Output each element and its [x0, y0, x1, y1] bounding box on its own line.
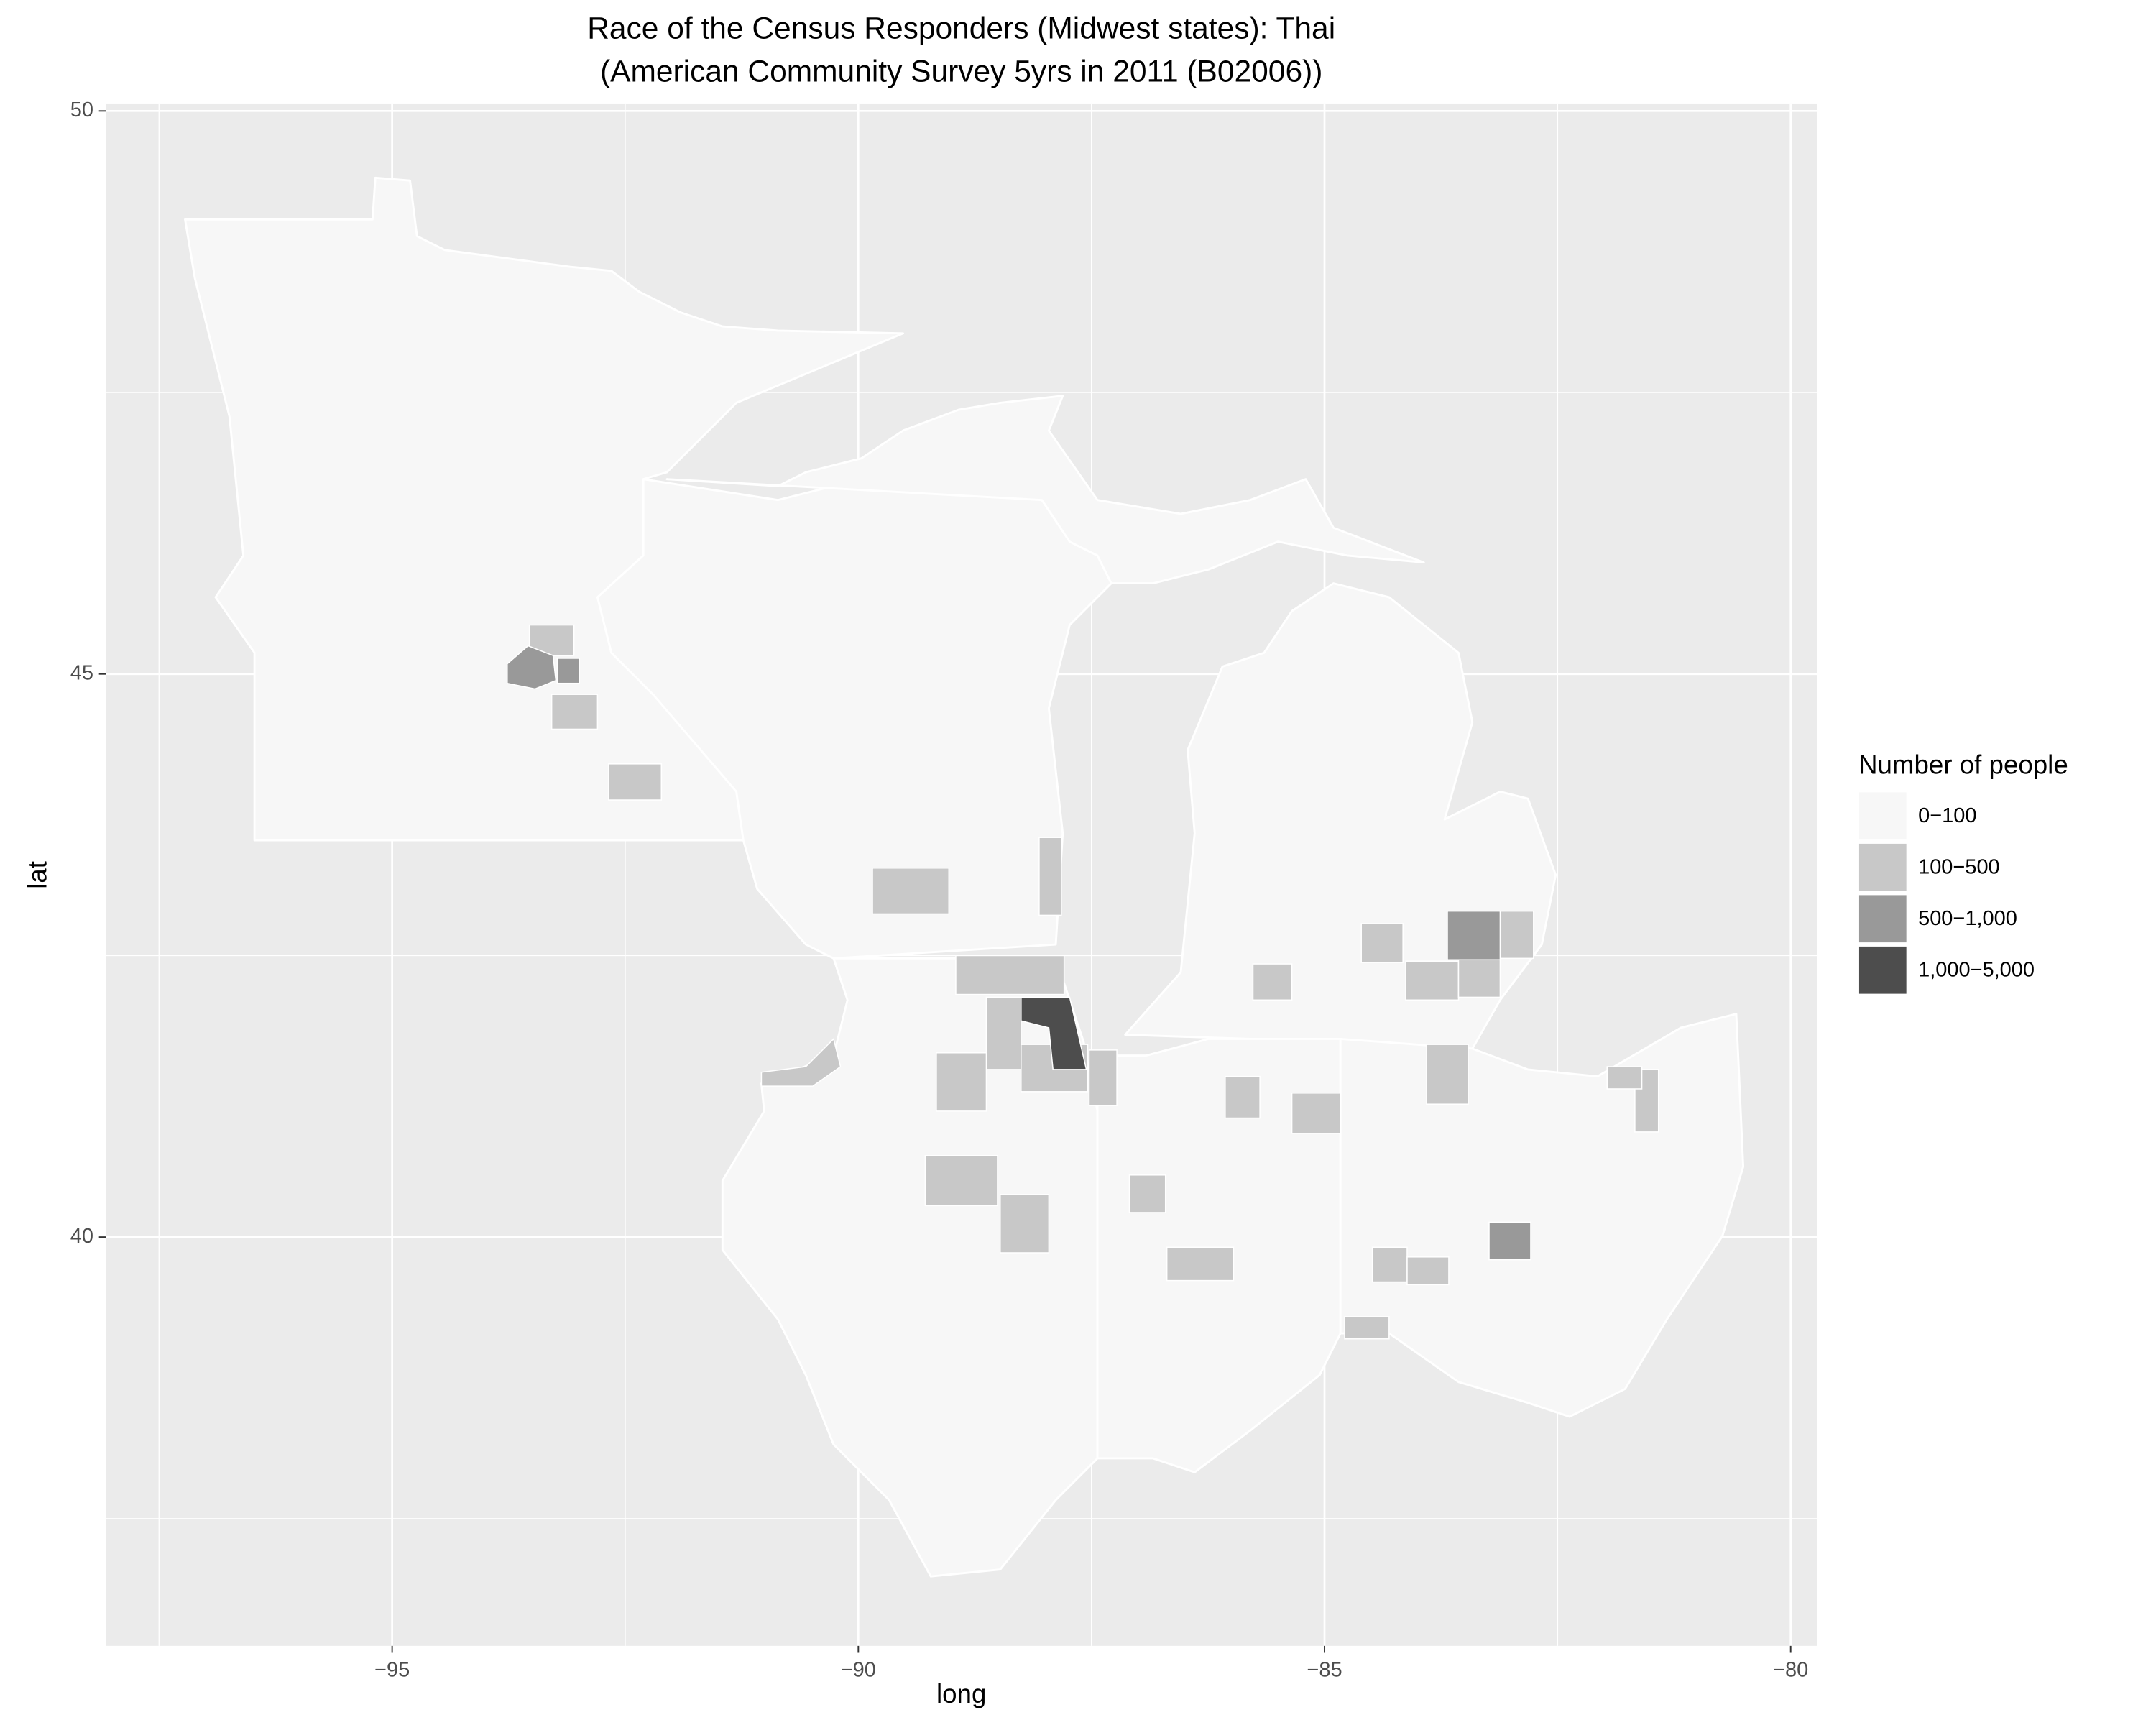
county [1225, 1075, 1261, 1119]
county [936, 1052, 987, 1112]
y-tick-label: 40 [70, 1225, 93, 1248]
legend-label: 500−1,000 [1918, 907, 2017, 930]
county [1447, 910, 1501, 961]
x-tick-label: −80 [1773, 1658, 1808, 1681]
county [1405, 960, 1460, 1001]
x-tick-label: −90 [841, 1658, 876, 1681]
county [1166, 1246, 1235, 1282]
county [872, 867, 950, 915]
county [1606, 1066, 1643, 1090]
legend-key [1858, 944, 1908, 995]
county [1088, 1049, 1118, 1106]
x-tick-label: −95 [374, 1658, 410, 1681]
state-michigan-upper [665, 395, 1425, 585]
county [1488, 1221, 1531, 1261]
legend-title: Number of people [1858, 750, 2068, 779]
county [1499, 910, 1534, 960]
county [1128, 1174, 1166, 1213]
county [985, 996, 1022, 1070]
axes: −95 −90 −85 −80 40 45 50 [70, 98, 1809, 1681]
legend-key [1858, 893, 1908, 944]
county [608, 763, 663, 801]
county [1252, 963, 1293, 1001]
county [760, 1037, 842, 1087]
county [1344, 1316, 1390, 1340]
county [507, 645, 557, 690]
legend: Number of people 0−100 100−500 500−1,000 1,… [1858, 750, 2068, 995]
x-tick-label: −85 [1307, 1658, 1342, 1681]
county [1406, 1256, 1450, 1286]
county [550, 694, 599, 730]
legend-label: 100−500 [1918, 855, 2000, 878]
county [1457, 957, 1501, 998]
y-axis-label: lat [22, 861, 52, 889]
y-tick-label: 45 [70, 661, 93, 684]
x-axis-label: long [936, 1679, 986, 1708]
counties [507, 624, 1659, 1340]
county [1038, 837, 1062, 916]
state-minnesota [184, 176, 904, 842]
chart-title: Race of the Census Responders (Midwest s… [587, 12, 1335, 46]
county [1371, 1246, 1408, 1283]
county [1360, 923, 1404, 963]
county [1426, 1044, 1469, 1105]
legend-label: 1,000−5,000 [1918, 958, 2035, 981]
county [1291, 1092, 1341, 1134]
legend-key [1858, 791, 1908, 842]
chart-subtitle: (American Community Survey 5yrs in 2011 … [600, 55, 1322, 89]
map [184, 176, 1745, 1578]
county [924, 1154, 998, 1207]
legend-key [1858, 842, 1908, 893]
y-tick-label: 50 [70, 98, 93, 121]
county [955, 954, 1065, 995]
county [1021, 996, 1087, 1070]
legend-label: 0−100 [1918, 804, 1976, 827]
county [1000, 1194, 1050, 1254]
county [556, 658, 581, 684]
